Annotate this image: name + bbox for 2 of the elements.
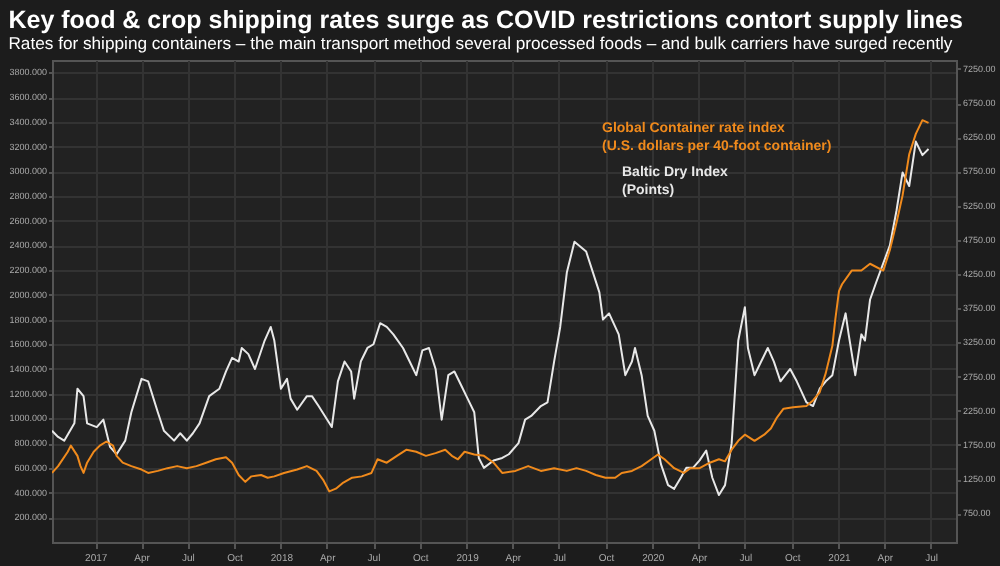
chart-title: Key food & crop shipping rates surge as COVID restrictions contort supply lines — [8, 5, 963, 34]
chart-subtitle: Rates for shipping containers – the main transport method several processed foods – and bulk carriers have surged recently — [8, 32, 954, 53]
